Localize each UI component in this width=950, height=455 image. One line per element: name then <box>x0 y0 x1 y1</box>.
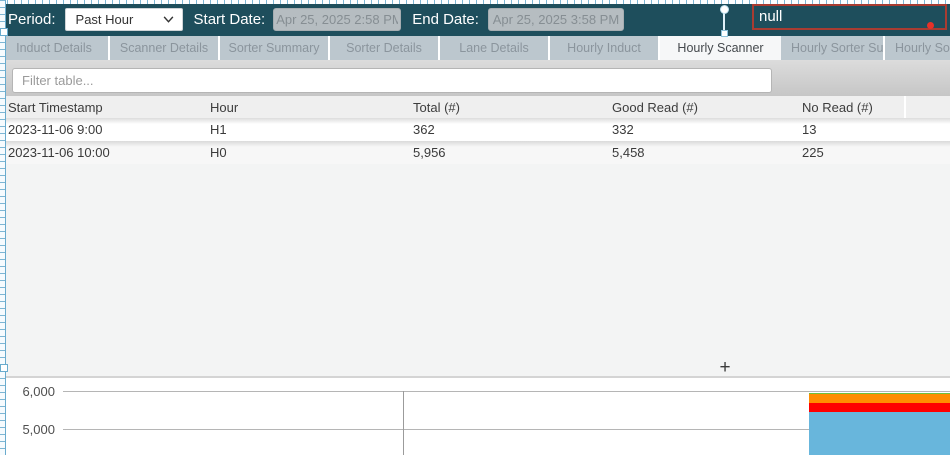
cell-start-timestamp: 2023-11-06 10:00 <box>8 145 110 160</box>
bar-segment <box>809 392 950 394</box>
cell-hour: H1 <box>210 122 227 137</box>
tab-hourly-scanner[interactable]: Hourly Scanner <box>660 36 781 60</box>
editor-ruler-left <box>0 0 6 455</box>
selected-text-value: null <box>759 8 783 25</box>
table-row: 2023-11-06 9:00 H1 362 332 13 <box>0 118 950 141</box>
column-header-no-read: No Read (#) <box>802 99 873 115</box>
cell-total: 5,956 <box>413 145 446 160</box>
filter-toolbar <box>0 60 950 96</box>
stacked-bar-h0 <box>809 392 950 455</box>
selection-handle[interactable] <box>0 364 8 372</box>
period-label: Period: <box>8 11 56 28</box>
bar-segment <box>809 411 950 455</box>
period-select[interactable]: Past Hour <box>64 8 183 31</box>
bar-segment <box>809 393 950 404</box>
error-dot-icon <box>927 22 934 29</box>
table-empty-area <box>0 164 950 378</box>
cell-total: 362 <box>413 122 435 137</box>
cell-hour: H0 <box>210 145 227 160</box>
tab-sorter-summary[interactable]: Sorter Summary <box>220 36 330 60</box>
add-button[interactable]: + <box>719 357 731 378</box>
cell-good-read: 332 <box>612 122 634 137</box>
start-date-input[interactable] <box>273 8 402 31</box>
selection-handle[interactable] <box>0 28 8 36</box>
chevron-down-icon <box>163 16 173 23</box>
y-axis-tick-6000: 6,000 <box>22 384 55 399</box>
gridline-6000 <box>63 391 950 392</box>
selection-connector-square-handle[interactable] <box>721 30 728 37</box>
bar-segment <box>809 403 950 412</box>
table-row: 2023-11-06 10:00 H0 5,956 5,458 225 <box>0 141 950 164</box>
tab-sorter-details[interactable]: Sorter Details <box>330 36 440 60</box>
editor-ruler-top <box>0 0 950 4</box>
end-date-label: End Date: <box>412 11 479 28</box>
column-header-start-timestamp: Start Timestamp <box>8 99 103 115</box>
cell-no-read: 13 <box>802 122 817 137</box>
column-header-total: Total (#) <box>413 99 460 115</box>
tab-bar: Induct Details Scanner Details Sorter Su… <box>0 36 950 60</box>
cell-no-read: 225 <box>802 145 824 160</box>
toolbar-header: Period: Past Hour Start Date: End Date: <box>0 3 950 36</box>
filter-input[interactable] <box>12 68 772 93</box>
period-select-value: Past Hour <box>75 12 134 27</box>
tab-hourly-sorter[interactable]: Hourly Sort <box>895 41 950 55</box>
tab-lane-details[interactable]: Lane Details <box>440 36 550 60</box>
gridline-5000 <box>63 429 950 430</box>
table-header: Start Timestamp Hour Total (#) Good Read… <box>0 96 950 118</box>
end-date-input[interactable] <box>487 8 624 31</box>
start-date-label: Start Date: <box>193 11 266 28</box>
tab-hourly-sorter-summary[interactable]: Hourly Sorter Summar <box>781 36 885 60</box>
selection-connector-line <box>723 12 725 31</box>
cell-start-timestamp: 2023-11-06 9:00 <box>8 122 103 137</box>
column-header-hour: Hour <box>210 99 239 115</box>
column-header-good-read: Good Read (#) <box>612 99 698 115</box>
tab-scanner-details[interactable]: Scanner Details <box>110 36 220 60</box>
tab-induct-details[interactable]: Induct Details <box>0 36 110 60</box>
y-axis-tick-5000: 5,000 <box>22 422 55 437</box>
header-column-separator <box>904 96 906 118</box>
selection-connector-circle-handle[interactable] <box>720 5 729 14</box>
tab-hourly-induct[interactable]: Hourly Induct <box>550 36 660 60</box>
selected-text-element[interactable]: null <box>752 4 947 30</box>
hourly-scanner-chart: 6,000 5,000 <box>0 380 950 455</box>
cell-good-read: 5,458 <box>612 145 645 160</box>
category-divider-line <box>403 391 404 455</box>
